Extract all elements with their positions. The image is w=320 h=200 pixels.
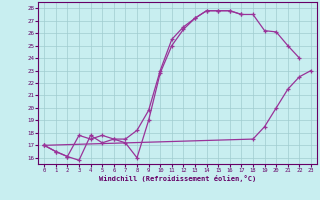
X-axis label: Windchill (Refroidissement éolien,°C): Windchill (Refroidissement éolien,°C): [99, 175, 256, 182]
